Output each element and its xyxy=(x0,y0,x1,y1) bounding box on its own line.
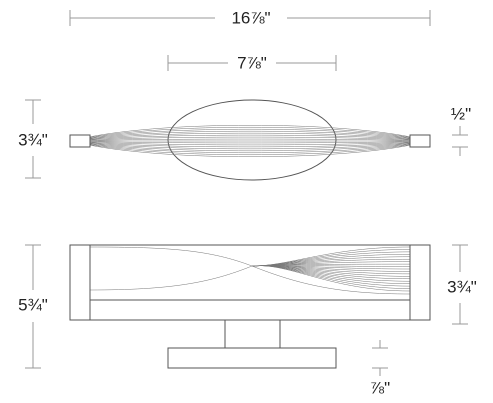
dimension-label: 16⅞" xyxy=(231,8,270,27)
shade-height-dimension: 3¾" xyxy=(447,244,477,325)
dimension-label: ½" xyxy=(451,104,471,123)
dimension-label: 3¾" xyxy=(18,130,48,149)
strand xyxy=(89,125,411,138)
strand xyxy=(89,141,411,146)
front-view xyxy=(69,244,431,369)
strand xyxy=(89,143,411,154)
strand xyxy=(89,134,411,140)
strand xyxy=(251,265,411,292)
overall-height-dimension: 5¾" xyxy=(18,244,48,369)
strand xyxy=(89,138,411,141)
dimension-label: 3¾" xyxy=(447,277,477,296)
strand xyxy=(89,136,411,141)
strand xyxy=(89,265,253,291)
strand xyxy=(89,141,411,144)
strand xyxy=(89,126,411,138)
dimension-label: 7⅞" xyxy=(237,53,267,72)
strand xyxy=(89,142,411,150)
strand xyxy=(89,144,411,156)
strand xyxy=(89,130,411,139)
end-cap-dimension: ½" xyxy=(451,104,471,156)
dimension-label: 5¾" xyxy=(18,295,48,314)
canopy-width-dimension: 7⅞" xyxy=(167,53,337,72)
dimension-label: ⅞" xyxy=(370,378,390,397)
top-view xyxy=(69,99,431,181)
overall-width-dimension: 16⅞" xyxy=(69,8,431,27)
top-view-depth-dimension: 3¾" xyxy=(18,99,48,179)
strand xyxy=(89,128,411,139)
strand xyxy=(89,132,411,140)
canopy-thickness-dimension: ⅞" xyxy=(370,340,390,397)
strand xyxy=(89,142,411,148)
strand xyxy=(89,143,411,152)
strand xyxy=(89,144,411,157)
